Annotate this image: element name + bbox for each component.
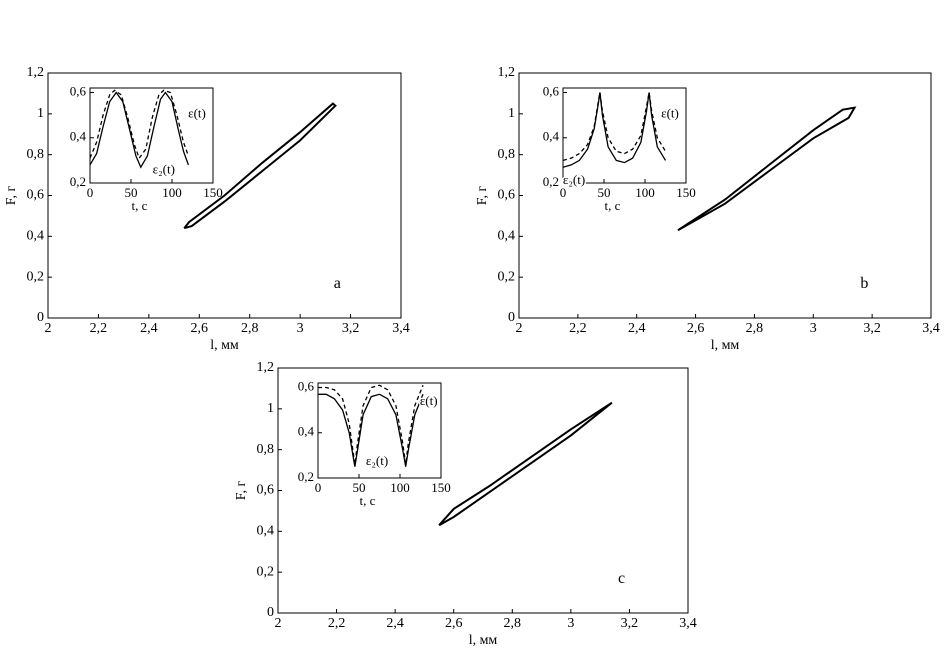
y-tick-label: 0,4 bbox=[70, 129, 87, 144]
series-line bbox=[318, 384, 424, 465]
x-tick-label: 3 bbox=[297, 321, 304, 336]
y-tick-label: 0 bbox=[508, 310, 515, 325]
x-tick-label: 100 bbox=[635, 185, 655, 200]
y-tick-label: 0,6 bbox=[257, 483, 275, 498]
y-tick-label: 0,8 bbox=[257, 442, 275, 457]
y-tick-label: 1 bbox=[508, 106, 515, 121]
x-tick-label: 2,6 bbox=[687, 321, 705, 336]
x-tick-label: 150 bbox=[431, 480, 451, 495]
series-line bbox=[183, 102, 337, 230]
y-tick-label: 0,2 bbox=[498, 269, 516, 284]
y-tick-label: 0,2 bbox=[70, 174, 86, 189]
y-tick-label: 0,6 bbox=[27, 188, 45, 203]
x-tick-label: 2 bbox=[516, 321, 523, 336]
y-tick-label: 1,2 bbox=[257, 360, 275, 375]
y-tick-label: 0,8 bbox=[498, 147, 516, 162]
y-tick-label: 0,6 bbox=[70, 84, 87, 99]
x-tick-label: 100 bbox=[390, 480, 410, 495]
y-tick-label: 0,4 bbox=[27, 229, 45, 244]
y-tick-label: 0,2 bbox=[27, 269, 45, 284]
y-tick-label: 0,4 bbox=[298, 424, 315, 439]
x-tick-label: 3,2 bbox=[621, 616, 639, 631]
x-tick-label: 3,2 bbox=[863, 321, 881, 336]
y-tick-label: 1,2 bbox=[27, 65, 45, 80]
series-line bbox=[89, 89, 190, 160]
x-axis-label: l, мм bbox=[711, 338, 740, 353]
series-label: ε(t) bbox=[188, 106, 206, 121]
panel-label: b bbox=[860, 275, 868, 292]
x-axis-label: l, мм bbox=[469, 633, 498, 648]
y-axis-label: F, г bbox=[475, 186, 490, 206]
x-tick-label: 2,2 bbox=[90, 321, 108, 336]
y-tick-label: 0,4 bbox=[543, 129, 560, 144]
x-tick-label: 50 bbox=[353, 480, 366, 495]
panel-label: c bbox=[618, 570, 625, 587]
x-tick-label: 150 bbox=[203, 185, 223, 200]
x-tick-label: 2,2 bbox=[328, 616, 346, 631]
series-label: ε(t) bbox=[420, 393, 438, 408]
x-tick-label: 2,8 bbox=[746, 321, 764, 336]
panel-label: a bbox=[334, 275, 341, 292]
x-tick-label: 2,2 bbox=[569, 321, 587, 336]
inset-frame bbox=[562, 87, 687, 184]
series-line bbox=[677, 106, 857, 232]
y-tick-label: 0,4 bbox=[257, 524, 275, 539]
x-tick-label: 3,4 bbox=[392, 321, 410, 336]
x-tick-label: 3,4 bbox=[679, 616, 697, 631]
inset-x-label: t, c bbox=[132, 198, 148, 213]
y-tick-label: 1 bbox=[37, 106, 44, 121]
y-tick-label: 0,2 bbox=[298, 469, 314, 484]
x-tick-label: 150 bbox=[676, 185, 696, 200]
x-tick-label: 2,4 bbox=[386, 616, 404, 631]
y-tick-label: 0 bbox=[37, 310, 44, 325]
x-tick-label: 2,8 bbox=[504, 616, 522, 631]
y-tick-label: 1,2 bbox=[498, 65, 516, 80]
x-tick-label: 0 bbox=[315, 480, 322, 495]
x-tick-label: 50 bbox=[125, 185, 138, 200]
y-tick-label: 0 bbox=[267, 605, 274, 620]
series-label: ε₂(t) bbox=[563, 172, 585, 187]
y-axis-label: F, г bbox=[4, 186, 19, 206]
x-tick-label: 2,4 bbox=[628, 321, 646, 336]
x-tick-label: 2,6 bbox=[445, 616, 463, 631]
x-tick-label: 2,6 bbox=[191, 321, 209, 336]
series-label: ε(t) bbox=[661, 106, 679, 121]
x-tick-label: 50 bbox=[598, 185, 611, 200]
y-axis-label: F, г bbox=[234, 481, 249, 501]
x-tick-label: 2,8 bbox=[241, 321, 259, 336]
x-tick-label: 3,4 bbox=[922, 321, 940, 336]
y-tick-label: 0,4 bbox=[498, 229, 516, 244]
x-tick-label: 2,4 bbox=[140, 321, 158, 336]
y-tick-label: 0,6 bbox=[298, 379, 315, 394]
series-line bbox=[89, 91, 190, 169]
y-tick-label: 0,6 bbox=[543, 84, 560, 99]
inset-x-label: t, c bbox=[360, 493, 376, 508]
y-tick-label: 0,2 bbox=[543, 174, 559, 189]
x-axis-label: l, мм bbox=[210, 338, 239, 353]
y-tick-label: 0,6 bbox=[498, 188, 516, 203]
x-tick-label: 2 bbox=[275, 616, 282, 631]
x-tick-label: 2 bbox=[45, 321, 52, 336]
inset-x-label: t, c bbox=[605, 198, 621, 213]
x-tick-label: 3 bbox=[567, 616, 574, 631]
series-line bbox=[562, 92, 667, 162]
x-tick-label: 100 bbox=[162, 185, 182, 200]
x-tick-label: 0 bbox=[87, 185, 94, 200]
series-line bbox=[438, 401, 613, 527]
y-tick-label: 0,8 bbox=[27, 147, 45, 162]
y-tick-label: 0,2 bbox=[257, 564, 275, 579]
series-label: ε₂(t) bbox=[366, 453, 388, 468]
x-tick-label: 3,2 bbox=[342, 321, 360, 336]
x-tick-label: 0 bbox=[560, 185, 567, 200]
y-tick-label: 1 bbox=[267, 401, 274, 416]
series-label: ε₂(t) bbox=[153, 162, 175, 177]
x-tick-label: 3 bbox=[810, 321, 817, 336]
